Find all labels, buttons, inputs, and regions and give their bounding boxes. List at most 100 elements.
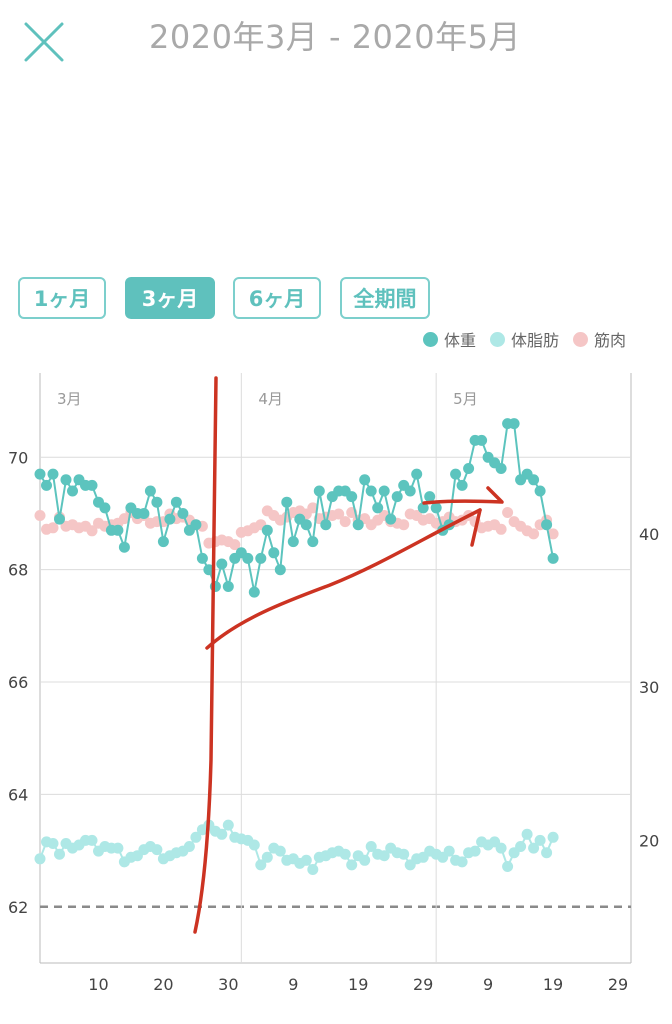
data-point	[346, 491, 358, 503]
data-point	[365, 841, 377, 852]
data-point	[67, 485, 78, 497]
data-point	[151, 496, 163, 508]
x-tick-label: 19	[543, 975, 563, 994]
data-point	[157, 536, 169, 548]
legend-item-muscle[interactable]: 筋肉	[572, 327, 626, 351]
data-point	[216, 828, 228, 840]
data-point	[430, 502, 442, 514]
data-point	[300, 519, 312, 531]
right-tick-label: 40	[639, 525, 659, 544]
data-point	[450, 468, 462, 480]
data-point	[372, 502, 384, 514]
data-point	[398, 519, 410, 531]
right-tick-label: 20	[639, 831, 659, 850]
month-label: 5月	[453, 390, 478, 408]
x-tick-label: 9	[483, 975, 493, 994]
data-point	[339, 848, 351, 860]
data-point	[528, 474, 540, 486]
data-point	[502, 861, 514, 872]
data-point	[333, 508, 345, 520]
data-point	[411, 468, 423, 480]
data-point	[34, 853, 46, 865]
legend-item-weight[interactable]: 体重	[422, 327, 476, 351]
data-point	[34, 510, 46, 521]
left-tick-label: 66	[8, 673, 28, 692]
data-point	[547, 528, 559, 540]
data-point	[352, 519, 364, 531]
data-point	[190, 519, 202, 531]
data-point	[534, 834, 546, 846]
data-point	[320, 519, 332, 531]
data-point	[248, 839, 260, 851]
data-point	[307, 864, 319, 875]
data-point	[261, 524, 273, 536]
muscle-dot-icon	[572, 331, 588, 347]
data-point	[359, 854, 371, 866]
data-point	[118, 541, 130, 553]
data-point	[34, 468, 46, 480]
chart-grid	[39, 373, 632, 964]
data-point	[229, 539, 241, 551]
series-weight	[34, 418, 559, 598]
data-point	[41, 479, 52, 491]
body-fat-dot-icon	[489, 331, 505, 347]
data-point	[359, 474, 371, 486]
data-point	[144, 485, 156, 497]
data-point	[268, 547, 280, 559]
data-point	[86, 479, 98, 491]
data-point	[138, 508, 150, 519]
data-point	[424, 491, 436, 503]
tab-6-months[interactable]: 6ヶ月	[233, 277, 321, 319]
data-point	[151, 844, 163, 856]
data-point	[112, 842, 124, 854]
data-point	[47, 468, 59, 480]
data-point	[495, 842, 507, 854]
data-point	[287, 536, 299, 548]
page-title: 2020年3月 - 2020年5月	[149, 18, 521, 56]
data-point	[443, 845, 455, 857]
data-point	[541, 847, 553, 859]
data-point	[495, 523, 507, 535]
data-point	[170, 496, 182, 508]
data-point	[300, 854, 312, 866]
data-point	[313, 485, 325, 497]
data-point	[385, 513, 397, 525]
x-tick-label: 29	[608, 975, 628, 994]
annotation-vertical-stroke	[193, 376, 218, 934]
tab-1-month[interactable]: 1ヶ月	[18, 277, 106, 319]
data-point	[47, 522, 59, 534]
data-point	[196, 552, 208, 564]
data-point	[469, 845, 481, 857]
tab-all-period[interactable]: 全期間	[340, 277, 430, 319]
data-point	[534, 485, 546, 497]
data-point	[54, 513, 65, 525]
data-point	[255, 552, 267, 564]
chart-legend: 体重 体脂肪 筋肉	[422, 327, 626, 351]
data-point	[515, 841, 527, 852]
data-point	[495, 463, 507, 474]
data-point	[216, 558, 228, 570]
data-point	[528, 528, 540, 540]
data-point	[521, 828, 533, 840]
hand-drawn-annotation	[193, 376, 504, 934]
data-point	[463, 463, 475, 474]
close-icon[interactable]	[22, 20, 66, 64]
data-point	[203, 564, 215, 576]
data-point	[528, 842, 540, 854]
data-point	[54, 848, 65, 860]
legend-item-body-fat[interactable]: 体脂肪	[489, 327, 559, 351]
left-tick-label: 70	[8, 448, 28, 467]
data-point	[307, 502, 319, 514]
tab-3-months[interactable]: 3ヶ月	[125, 277, 215, 319]
data-point	[476, 434, 488, 446]
right-tick-label: 30	[639, 678, 659, 697]
data-point	[378, 485, 390, 497]
data-point	[47, 838, 59, 849]
data-point	[222, 581, 234, 592]
data-point	[177, 508, 189, 519]
month-label: 4月	[258, 390, 283, 408]
data-point	[378, 850, 390, 862]
legend-label-muscle: 筋肉	[593, 331, 626, 350]
x-tick-label: 29	[413, 975, 433, 994]
